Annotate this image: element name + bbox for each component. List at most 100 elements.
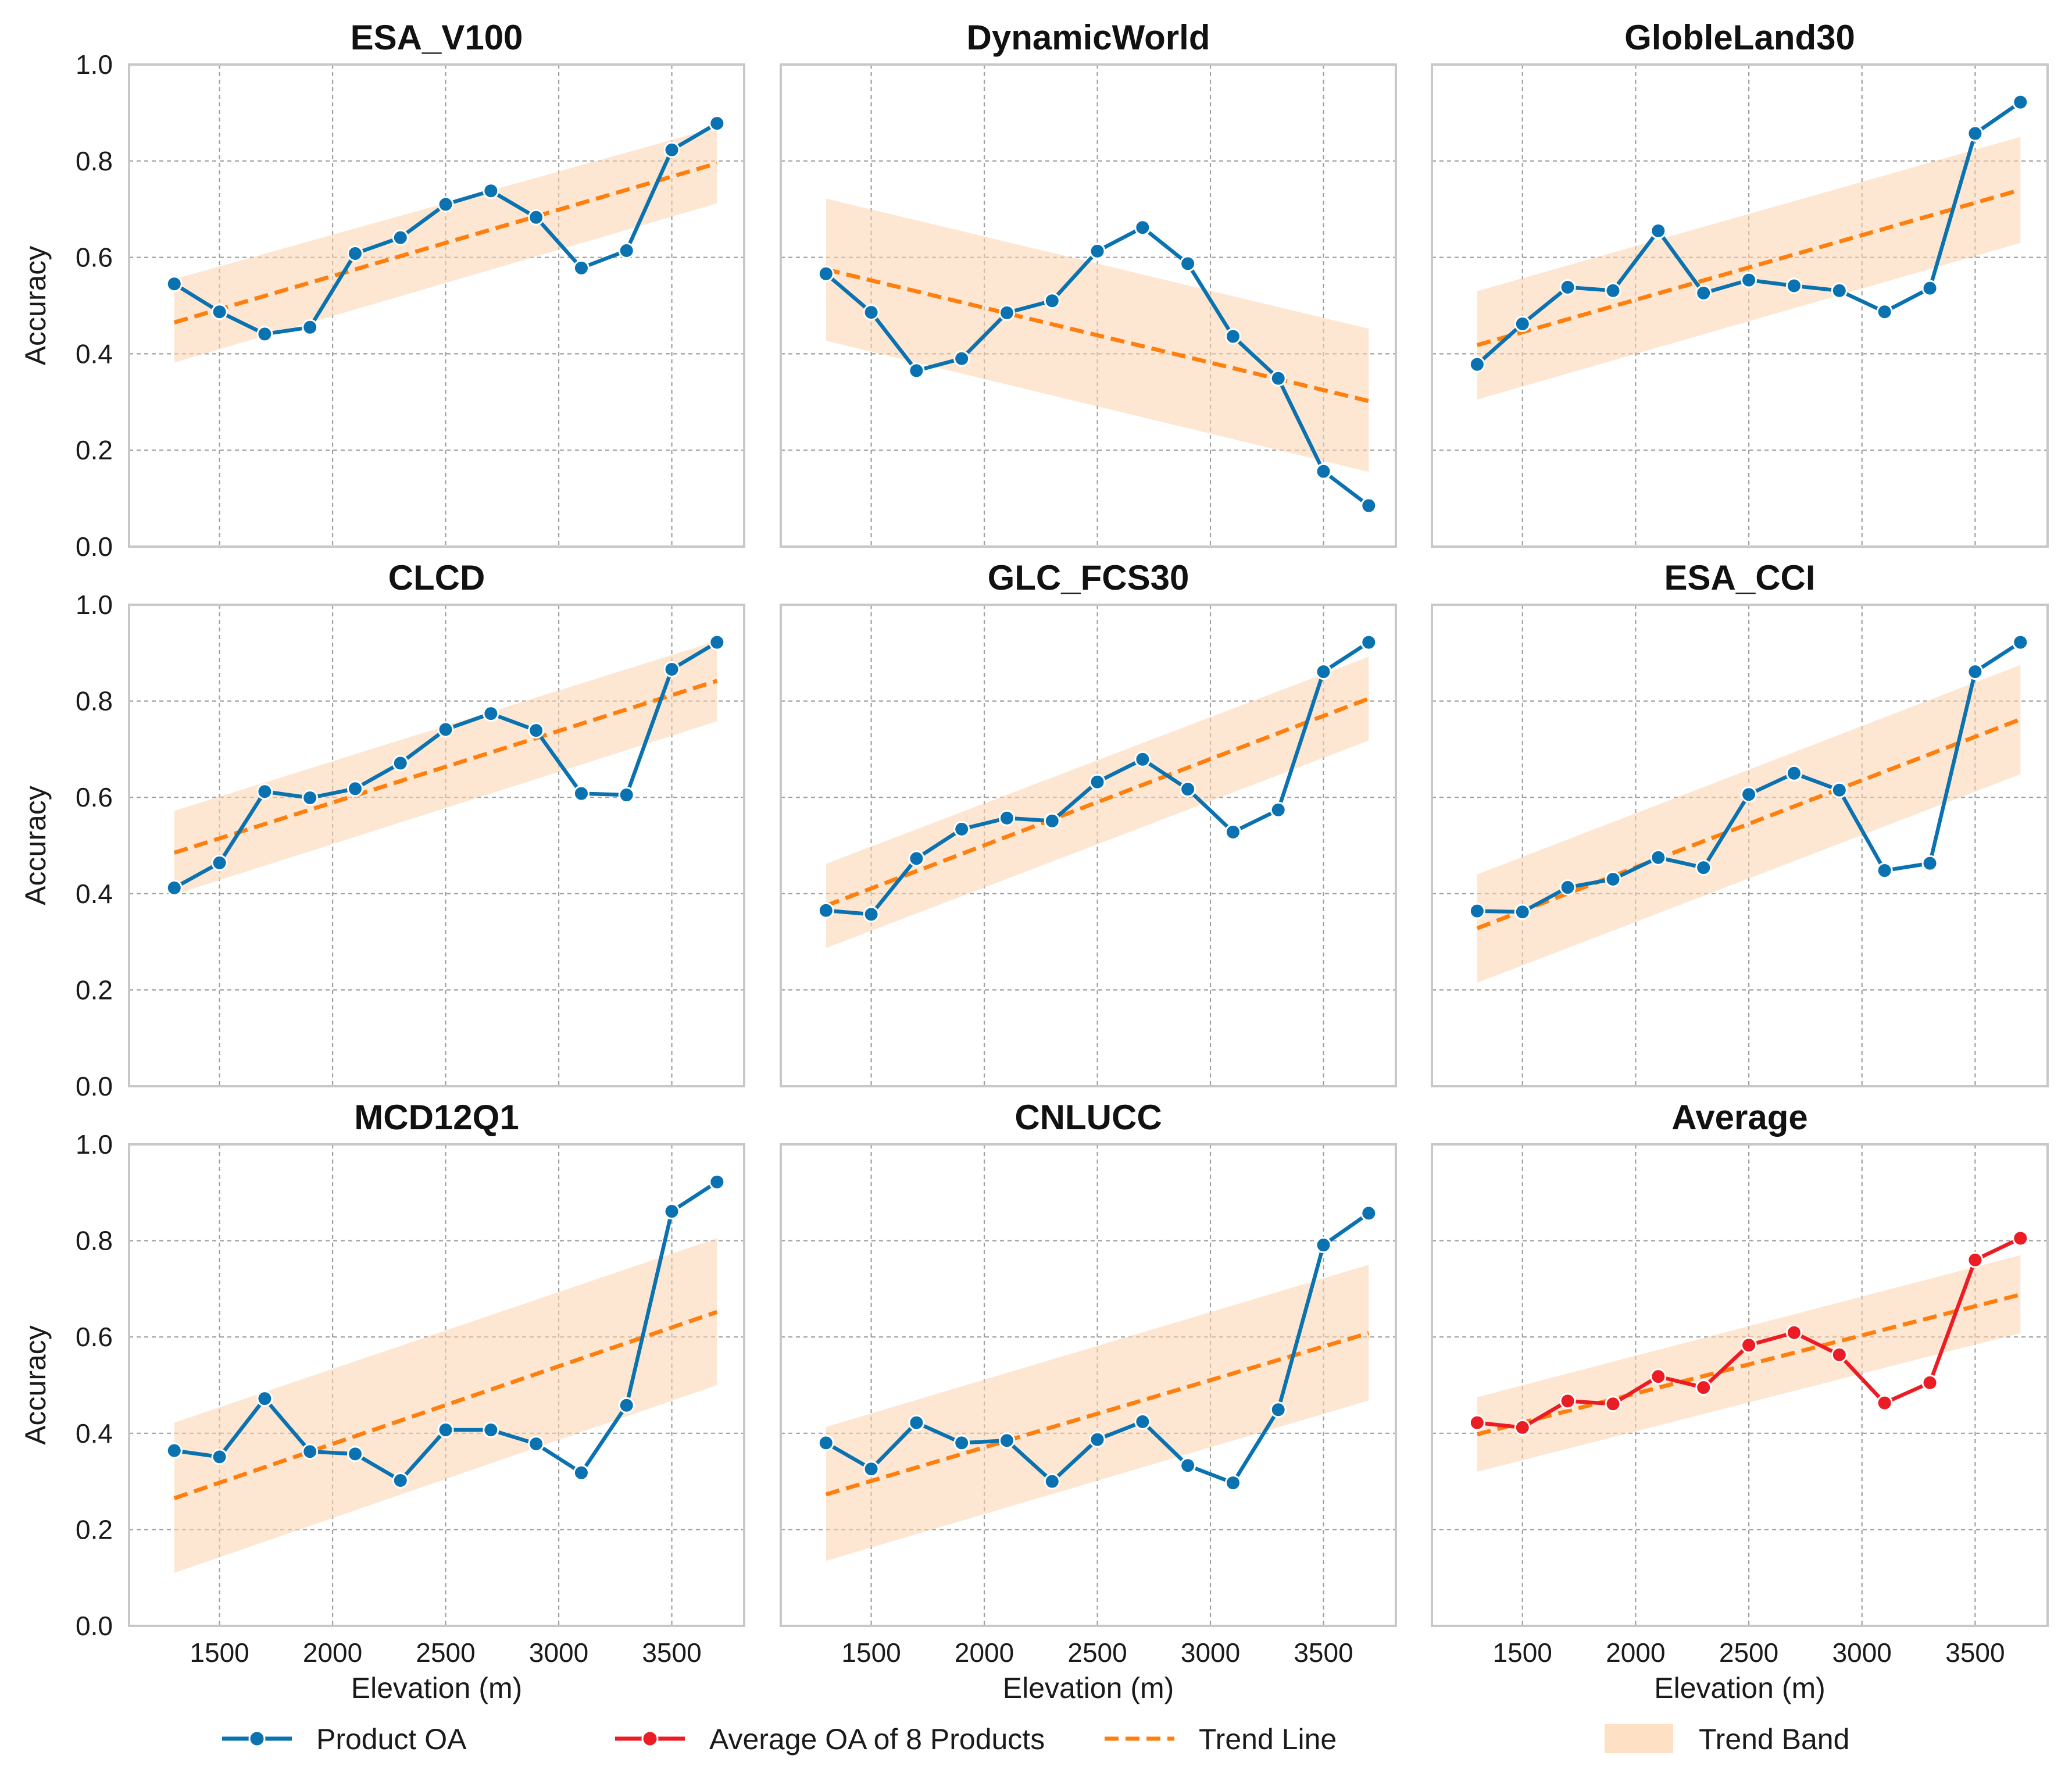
data-point <box>256 783 273 800</box>
data-point <box>166 276 183 292</box>
y-tick-label: 0.2 <box>76 1514 113 1544</box>
data-point <box>1514 316 1531 333</box>
trend-band <box>826 657 1369 948</box>
data-point <box>663 661 680 677</box>
data-point <box>1270 370 1287 387</box>
data-point <box>1469 356 1485 373</box>
data-point <box>1921 280 1938 297</box>
data-point <box>709 634 726 651</box>
legend-marker <box>248 1730 266 1747</box>
data-point <box>437 1422 454 1439</box>
subplot-title: ESA_V100 <box>351 18 523 57</box>
data-point <box>1270 801 1287 818</box>
data-point <box>1514 1419 1531 1436</box>
data-point <box>1469 1414 1485 1431</box>
trend-line <box>173 679 718 855</box>
data-point <box>1650 1368 1667 1385</box>
data-point <box>483 183 499 199</box>
data-point <box>1180 781 1196 798</box>
x-tick-label: 2500 <box>1067 1637 1127 1668</box>
y-tick-label: 0.4 <box>76 338 113 369</box>
data-point <box>2012 634 2029 651</box>
x-tick-label: 3500 <box>1945 1637 2005 1668</box>
subplot-title: CNLUCC <box>1014 1098 1162 1137</box>
data-point <box>392 229 409 246</box>
data-point <box>1876 862 1893 879</box>
y-tick-label: 0.8 <box>76 686 113 716</box>
data-point <box>1831 1346 1848 1363</box>
axes-frame <box>780 1143 1397 1627</box>
data-point <box>573 259 590 276</box>
x-axis-label: Elevation (m) <box>1654 1672 1825 1704</box>
data-point <box>1089 773 1106 790</box>
axes-frame <box>128 604 745 1087</box>
grid-lines <box>129 605 744 1086</box>
trend-band <box>1477 665 2021 983</box>
x-tick-label: 3500 <box>642 1637 701 1668</box>
data-point <box>2012 1230 2029 1247</box>
data-point <box>817 265 834 282</box>
data-point <box>1180 255 1196 272</box>
y-axis-label: Accuracy <box>19 246 52 366</box>
data-point <box>817 902 834 919</box>
x-tick-label: 3000 <box>529 1637 588 1668</box>
grid-lines <box>781 605 1396 1086</box>
data-point <box>1044 812 1060 829</box>
y-tick-label: 0.2 <box>76 975 113 1005</box>
axes-frame <box>128 1143 745 1627</box>
data-point <box>1650 223 1667 240</box>
data-point <box>1315 663 1332 680</box>
legend-label: Trend Line <box>1199 1723 1337 1756</box>
data-point <box>1695 859 1712 876</box>
grid-lines <box>1432 605 2048 1086</box>
data-point <box>1831 282 1848 299</box>
data-point <box>392 755 409 772</box>
legend-entry-3: Trend Band <box>1605 1723 1849 1756</box>
data-point <box>953 350 970 367</box>
data-point <box>2012 94 2029 110</box>
data-point <box>998 809 1015 826</box>
x-tick-label: 3000 <box>1832 1637 1892 1668</box>
x-tick-label: 2000 <box>955 1637 1014 1668</box>
data-point <box>211 854 228 871</box>
subplot-average: Average 1500 2000 2500 3000 3500 Elevation (m) <box>1431 1098 2049 1704</box>
grid-lines <box>1432 65 2048 547</box>
data-point <box>437 196 454 213</box>
data-point <box>1785 277 1802 294</box>
subplot-grid: ESA_V100 0.0 0.2 0.4 0.6 0.8 1.0 Accuracy Dynami… <box>19 18 2049 1704</box>
data-point <box>863 906 880 923</box>
data-point <box>1605 1396 1621 1412</box>
data-point <box>1741 786 1757 803</box>
data-point <box>1559 879 1576 896</box>
data-point <box>1785 1324 1802 1341</box>
subplot-title: CLCD <box>388 558 485 597</box>
data-point <box>1224 1475 1241 1492</box>
y-axis-label: Accuracy <box>19 1325 52 1445</box>
data-point <box>863 1461 880 1478</box>
x-tick-label: 1500 <box>1493 1637 1552 1668</box>
data-point <box>1360 634 1377 651</box>
subplot-title: ESA_CCI <box>1664 558 1815 597</box>
data-point <box>663 1203 680 1220</box>
data-point <box>166 1442 183 1459</box>
y-tick-label: 0.6 <box>76 242 113 273</box>
subplot-esa_cci: ESA_CCI <box>1431 558 2049 1087</box>
legend-entry-1: Average OA of 8 Products <box>615 1723 1045 1756</box>
data-point <box>1559 279 1576 295</box>
y-tick-label: 0.6 <box>76 782 113 812</box>
data-point <box>618 787 635 804</box>
subplot-esa_v100: ESA_V100 0.0 0.2 0.4 0.6 0.8 1.0 Accuracy <box>19 18 745 562</box>
data-point <box>1605 870 1621 887</box>
data-point <box>302 790 319 807</box>
y-tick-label: 0.4 <box>76 1418 113 1449</box>
data-point <box>998 1432 1015 1449</box>
x-axis-label: Elevation (m) <box>351 1672 523 1704</box>
data-point <box>1741 1337 1757 1354</box>
data-point <box>1921 855 1938 872</box>
data-point <box>1315 1237 1332 1254</box>
x-tick-label: 2000 <box>303 1637 362 1668</box>
y-tick-label: 0.0 <box>76 1611 113 1641</box>
data-point <box>392 1472 409 1489</box>
data-point <box>1134 219 1151 236</box>
